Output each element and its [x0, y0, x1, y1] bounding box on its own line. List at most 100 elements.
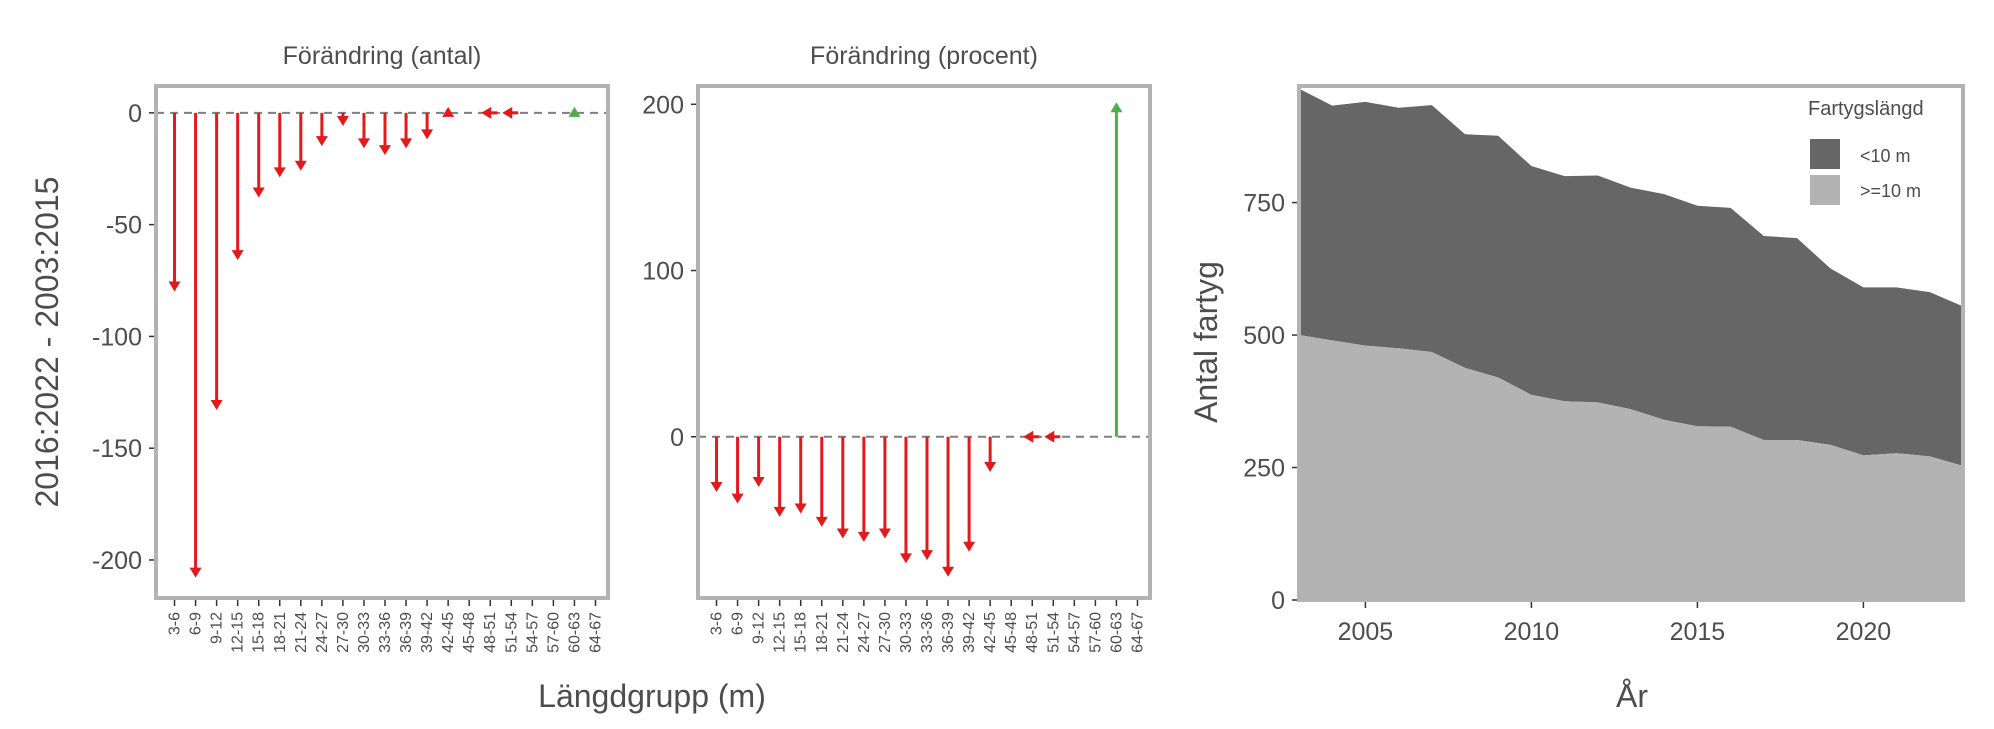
x-tick-label: 15-18: [793, 612, 810, 653]
x-tick-label: 3-6: [709, 612, 726, 635]
x-tick-label: 60-63: [1108, 612, 1125, 653]
x-tick-label: 36-39: [940, 612, 957, 653]
change-arrow-head: [857, 531, 870, 542]
x-tick-label: 64-67: [587, 612, 604, 653]
x-tick-label: 42-45: [440, 612, 457, 653]
x-tick-label: 33-36: [919, 612, 936, 653]
x-tick-label: 6-9: [730, 612, 747, 635]
x-tick-label: 24-27: [314, 612, 331, 653]
y-axis-title-vessels: Antal fartyg: [1188, 261, 1224, 423]
y-tick-label: -200: [92, 547, 142, 575]
x-tick-label: 33-36: [377, 612, 394, 653]
legend-swatch-large: [1810, 175, 1840, 205]
y-tick-label: 250: [1243, 455, 1285, 483]
x-tick-label: 45-48: [461, 612, 478, 653]
change-arrow-head: [315, 136, 328, 147]
y-tick-label: -150: [92, 435, 142, 463]
change-arrow-head: [294, 160, 307, 171]
x-tick-label: 27-30: [877, 612, 894, 653]
y-tick-label: -100: [92, 323, 142, 351]
x-tick-label: 36-39: [398, 612, 415, 653]
x-tick-label: 12-15: [772, 612, 789, 653]
x-axis-title-year: År: [1616, 678, 1648, 714]
y-tick-label: 500: [1243, 322, 1285, 350]
y-tick-label: 0: [1271, 587, 1285, 615]
x-tick-label: 54-57: [1066, 612, 1083, 653]
change-arrow-head: [815, 516, 828, 527]
x-tick-label: 51-54: [1045, 612, 1062, 653]
change-arrow-head: [1110, 102, 1123, 113]
area-series-small: [1299, 88, 1963, 466]
change-arrow-head: [794, 503, 807, 514]
panel-frame: [154, 84, 610, 600]
x-tick-label: 30-33: [356, 612, 373, 653]
change-arrow-head: [379, 145, 391, 156]
y-tick-label: -50: [106, 212, 142, 240]
legend-swatch-small: [1810, 139, 1840, 169]
legend: Fartygslängd <10 m >=10 m: [1808, 98, 1924, 205]
x-tick-label: 64-67: [1129, 612, 1146, 653]
panel-title-antal: Förändring (antal): [283, 42, 482, 70]
change-arrow-head: [481, 106, 492, 119]
y-tick-label: 200: [642, 91, 684, 119]
y-tick-label: 750: [1243, 190, 1285, 218]
change-arrow-head: [231, 250, 244, 261]
x-tick-label: 9-12: [751, 612, 768, 644]
panel-title-procent: Förändring (procent): [810, 42, 1038, 70]
x-tick-label: 21-24: [293, 612, 310, 653]
change-arrow-head: [921, 550, 933, 561]
x-tick-label: 24-27: [856, 612, 873, 653]
y-axis-title-change: 2016:2022 - 2003:2015: [29, 177, 65, 508]
x-tick-label: 48-51: [482, 612, 499, 653]
x-tick-label: 2005: [1338, 618, 1394, 646]
panel-antal: 0 -50 -100 -150 -200 3-6 6-9 9-12 12-15 15-18 18-2…: [92, 84, 610, 653]
x-tick-label: 42-45: [982, 612, 999, 653]
change-arrow-head: [421, 129, 434, 140]
y-tick-label: 100: [642, 258, 684, 286]
panel-frame: [1297, 84, 1965, 602]
x-tick-label: 39-42: [961, 612, 978, 653]
panel-frame: [696, 84, 1152, 600]
x-tick-label: 27-30: [335, 612, 352, 653]
change-arrow-head: [984, 462, 997, 472]
x-tick-label: 3-6: [167, 612, 184, 635]
change-arrow-head: [878, 528, 891, 539]
x-tick-label: 39-42: [419, 612, 436, 653]
x-tick-label: 54-57: [524, 612, 541, 653]
change-arrow-head: [210, 399, 223, 410]
change-arrow-head: [710, 481, 723, 492]
panel-procent: 200 100 0 3-6 6-9 9-12 12-15 15-18 18-21 21-24 24-…: [642, 84, 1152, 653]
x-tick-label: 2010: [1504, 618, 1560, 646]
x-tick-label: 57-60: [1087, 612, 1104, 653]
x-axis-title-length-group: Längdgrupp (m): [538, 678, 766, 714]
change-arrow-head: [336, 116, 349, 127]
legend-label-small: <10 m: [1860, 146, 1911, 166]
y-tick-label: 0: [670, 424, 684, 452]
change-arrow-head: [442, 106, 455, 117]
change-arrow-head: [773, 506, 786, 517]
change-arrow-head: [731, 493, 744, 504]
change-arrow-head: [357, 138, 370, 149]
x-tick-label: 45-48: [1003, 612, 1020, 653]
x-tick-label: 6-9: [188, 612, 205, 635]
x-tick-label: 51-54: [503, 612, 520, 653]
change-arrow-head: [1023, 430, 1034, 443]
change-arrow-head: [400, 138, 413, 149]
x-tick-label: 60-63: [566, 612, 583, 653]
legend-title: Fartygslängd: [1808, 98, 1924, 120]
change-arrow-head: [168, 281, 181, 292]
x-tick-label: 2020: [1836, 618, 1892, 646]
x-tick-label: 57-60: [545, 612, 562, 653]
change-arrow-head: [252, 187, 265, 198]
x-tick-label: 12-15: [230, 612, 247, 653]
change-arrow-head: [942, 566, 955, 577]
x-tick-label: 2015: [1670, 618, 1726, 646]
x-tick-label: 21-24: [835, 612, 852, 653]
y-tick-label: 0: [128, 100, 142, 128]
x-tick-label: 9-12: [209, 612, 226, 644]
x-tick-label: 48-51: [1024, 612, 1041, 653]
change-arrow-head: [836, 528, 849, 539]
change-arrow-head: [752, 476, 765, 487]
change-arrow-head: [502, 106, 513, 119]
